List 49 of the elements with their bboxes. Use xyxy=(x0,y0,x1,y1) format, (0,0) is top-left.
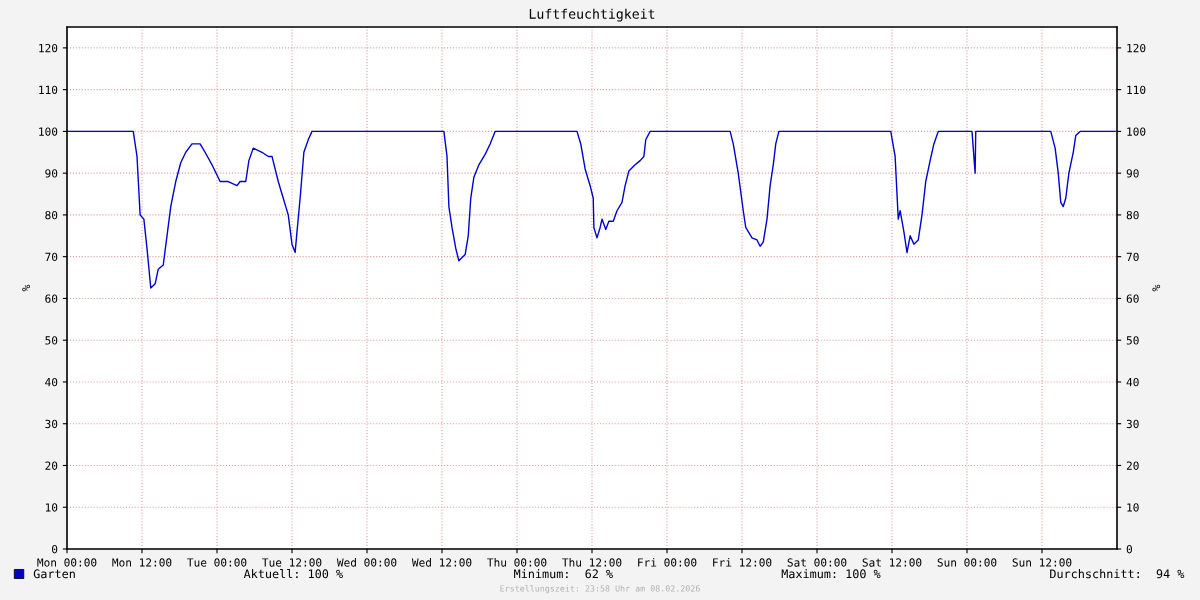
y-tick-label: 0 xyxy=(52,545,58,554)
x-tick-label: Wed 12:00 xyxy=(411,558,472,567)
x-tick-label: Sat 00:00 xyxy=(787,558,847,567)
x-tick-label: Sat 12:00 xyxy=(862,558,922,567)
y2-tick-label: 60 xyxy=(1126,294,1139,303)
x-tick-label: Tue 12:00 xyxy=(262,558,322,567)
y2-tick-label: 10 xyxy=(1127,503,1139,512)
legend-label: Garten xyxy=(33,569,75,579)
y-tick-label: 90 xyxy=(45,169,58,178)
text: Aktuell: 100 % xyxy=(243,569,343,579)
x-tick-label: Tue 00:00 xyxy=(187,558,247,567)
y-axis-title: % xyxy=(22,284,31,292)
y-tick-label: 10 xyxy=(45,503,58,512)
y-tick-label: 110 xyxy=(39,85,58,95)
line-series xyxy=(67,130,1116,289)
x-tick-label: Fri 12:00 xyxy=(713,558,772,567)
x-tick-label: Thu 00:00 xyxy=(487,558,547,567)
y-tick-label: 100 xyxy=(39,127,58,136)
x-tick-label: Sun 12:00 xyxy=(1012,558,1072,567)
x-tick-label: Wed 00:00 xyxy=(336,558,397,567)
chart-title: Luftfeuchtigkeit xyxy=(529,8,655,22)
x-tick-label: Fri 00:00 xyxy=(638,558,697,567)
x-tick-label: Mon 00:00 xyxy=(37,558,97,567)
y2-tick-label: 50 xyxy=(1126,336,1139,345)
text: Maximum: 100 % xyxy=(781,569,881,579)
y-tick-label: 70 xyxy=(45,252,58,262)
y2-tick-label: 90 xyxy=(1126,169,1139,178)
y-tick-label: 80 xyxy=(45,210,58,220)
y-tick-label: 30 xyxy=(45,419,58,429)
y-tick-label: 50 xyxy=(45,336,58,345)
y-tick-label: 40 xyxy=(45,377,58,387)
y-tick-label: 60 xyxy=(45,294,58,303)
y2-tick-label: 100 xyxy=(1127,127,1146,136)
x-tick-label: Thu 12:00 xyxy=(562,558,622,567)
y2-axis-title: % xyxy=(1152,284,1161,292)
y2-tick-label: 80 xyxy=(1126,210,1139,220)
text: Minimum: 62 % xyxy=(514,569,613,579)
y2-tick-label: 20 xyxy=(1126,461,1139,470)
y2-tick-label: 120 xyxy=(1127,43,1146,53)
text: Durchschnitt: 94 % xyxy=(1050,569,1185,579)
x-tick-label: Sun 00:00 xyxy=(937,558,997,567)
y2-tick-label: 30 xyxy=(1126,419,1139,429)
y2-tick-label: 110 xyxy=(1127,85,1146,95)
y-tick-label: 120 xyxy=(39,43,58,53)
y-tick-label: 20 xyxy=(45,461,58,470)
y2-tick-label: 0 xyxy=(1126,545,1132,554)
y2-tick-label: 40 xyxy=(1126,377,1139,387)
x-tick-label: Mon 12:00 xyxy=(112,558,172,567)
y2-tick-label: 70 xyxy=(1126,252,1139,262)
